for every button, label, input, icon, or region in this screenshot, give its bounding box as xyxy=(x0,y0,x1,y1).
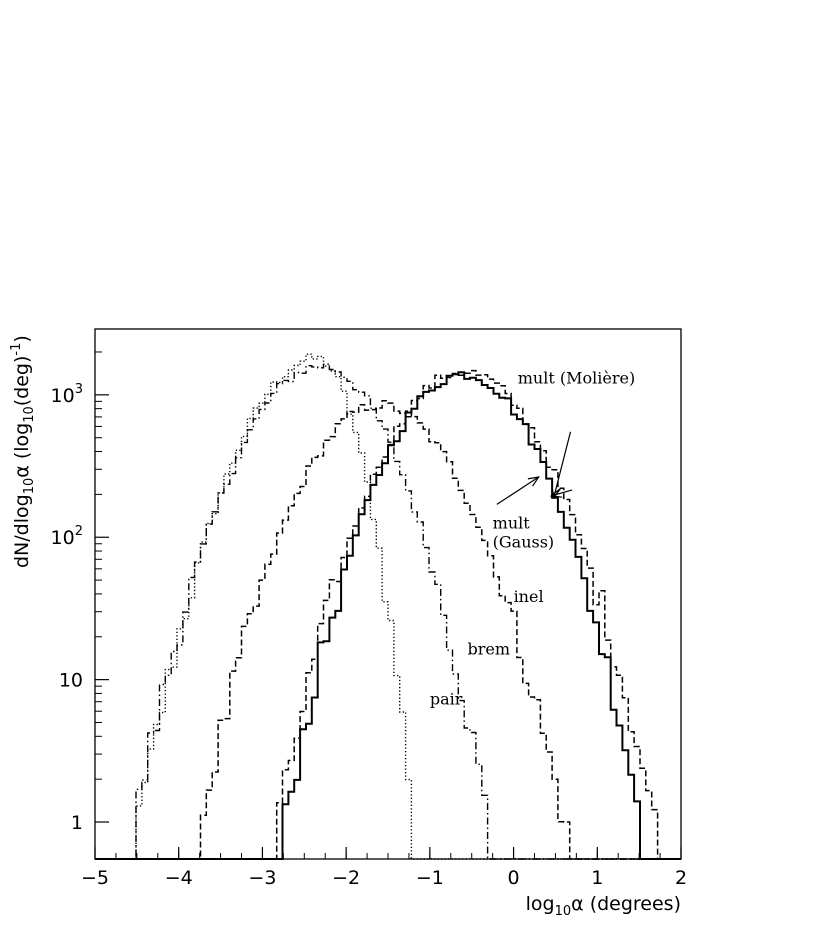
arrow-head xyxy=(527,476,540,487)
x-tick-label: −1 xyxy=(416,867,444,889)
annotations: mult (Molière) mult(Gauss) inel brem pair xyxy=(430,369,635,709)
x-tick-label: 1 xyxy=(591,867,603,889)
y-tick-label: 103 xyxy=(51,382,83,407)
x-tick-label: −5 xyxy=(81,867,109,889)
annotation-label: inel xyxy=(514,587,544,606)
annotation-label: mult (Molière) xyxy=(518,369,635,388)
x-axis-title: log10α (degrees) xyxy=(526,893,681,919)
x-tick-label: −4 xyxy=(165,867,193,889)
annotation-label: pair xyxy=(430,689,463,708)
annotation-arrow xyxy=(551,489,573,497)
x-tick-label: −2 xyxy=(332,867,360,889)
y-axis: 1 10 102 103 xyxy=(51,351,109,834)
y-tick-label: 1 xyxy=(71,812,83,834)
y-tick-label: 10 xyxy=(59,670,83,692)
annotation-label: (Gauss) xyxy=(493,532,555,551)
curves-group xyxy=(95,353,681,860)
x-tick-label: −3 xyxy=(248,867,276,889)
series-inel xyxy=(95,399,681,860)
x-axis: −5 −4 −3 −2 −1 0 1 2 xyxy=(81,847,687,889)
annotation-arrow xyxy=(496,476,540,505)
annotation-arrow xyxy=(553,431,572,498)
annotation-label: brem xyxy=(468,640,511,659)
annotation-label: mult xyxy=(493,514,531,533)
y-axis-title: dN/dlog10α (log10(deg)-1) xyxy=(9,335,37,568)
y-tick-label: 102 xyxy=(51,524,83,549)
arrow-head xyxy=(551,486,561,499)
x-tick-label: 2 xyxy=(675,867,687,889)
x-tick-label: 0 xyxy=(508,867,520,889)
arrow-head xyxy=(549,488,563,498)
